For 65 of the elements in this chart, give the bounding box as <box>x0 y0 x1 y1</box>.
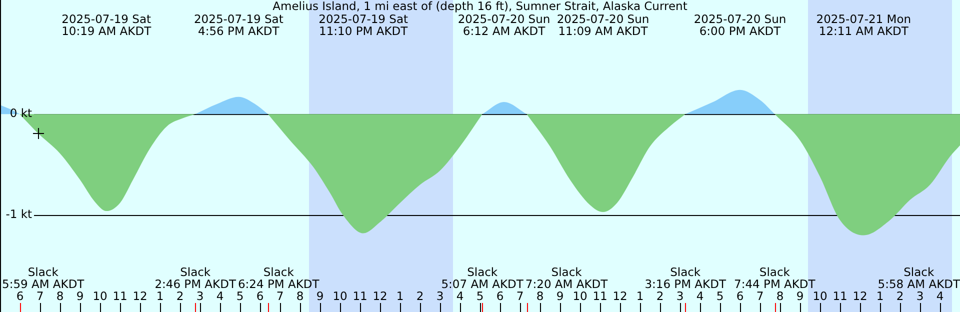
x-tick-label: 10 <box>332 288 348 303</box>
ref-line-label: Slack 7:44 PM AKDT <box>734 264 816 291</box>
ref-line-label: Slack 3:16 PM AKDT <box>644 264 727 291</box>
x-tick-label: 4 <box>456 288 464 303</box>
x-tick-label: 2 <box>176 288 184 303</box>
x-tick-label: 6 <box>16 288 24 303</box>
x-tick-label: 4 <box>936 288 944 303</box>
x-tick-label: 3 <box>196 288 204 303</box>
x-tick-label: 2 <box>656 288 664 303</box>
x-tick-label: 9 <box>316 288 324 303</box>
x-tick-label: 9 <box>556 288 564 303</box>
ref-line-label: Slack 5:59 AM AKDT <box>2 264 86 291</box>
x-tick-label: 1 <box>156 288 164 303</box>
x-tick-label: 1 <box>396 288 404 303</box>
x-tick-label: 5 <box>476 288 484 303</box>
x-tick-label: 12 <box>132 288 148 303</box>
x-tick-label: 4 <box>216 288 224 303</box>
ref-line-label: Slack 2:46 PM AKDT <box>154 264 237 291</box>
x-tick-label: 6 <box>256 288 264 303</box>
x-tick-label: 3 <box>916 288 924 303</box>
ref-line-label: Slack 7:20 AM AKDT <box>525 264 609 291</box>
annotation: 2025-07-20 Sun 6:12 AM AKDT <box>458 12 550 38</box>
x-tick-label: 10 <box>92 288 108 303</box>
x-tick-label: 12 <box>852 288 868 303</box>
x-tick-label: 3 <box>676 288 684 303</box>
x-tick-label: 11 <box>352 288 368 303</box>
x-tick-label: 8 <box>536 288 544 303</box>
x-tick-label: 3 <box>436 288 444 303</box>
x-tick-label: 9 <box>76 288 84 303</box>
x-tick-label: 11 <box>112 288 128 303</box>
x-tick-label: 4 <box>696 288 704 303</box>
x-tick-label: 8 <box>776 288 784 303</box>
x-tick-label: 7 <box>516 288 524 303</box>
ref-line-label: Slack 5:07 AM AKDT <box>441 264 524 291</box>
x-tick-label: 8 <box>56 288 64 303</box>
x-tick-label: 10 <box>812 288 828 303</box>
x-tick-label: 7 <box>756 288 764 303</box>
annotation: 2025-07-20 Sun 11:09 AM AKDT <box>556 12 650 38</box>
annotation: 2025-07-19 Sat 11:10 PM AKDT <box>318 12 409 38</box>
annotation: 2025-07-21 Mon 12:11 AM AKDT <box>816 12 912 38</box>
x-tick-label: 5 <box>236 288 244 303</box>
x-tick-label: 9 <box>796 288 804 303</box>
ref-line-label: Slack 6:24 PM AKDT <box>238 264 320 291</box>
annotation: 2025-07-20 Sun 6:00 PM AKDT <box>694 12 786 38</box>
x-tick-label: 7 <box>36 288 44 303</box>
x-tick-label: 2 <box>416 288 424 303</box>
x-tick-label: 6 <box>736 288 744 303</box>
x-tick-label: 2 <box>896 288 904 303</box>
x-tick-label: 6 <box>496 288 504 303</box>
y-tick-label: -1 kt <box>6 207 32 222</box>
x-tick-label: 11 <box>592 288 608 303</box>
annotation: 2025-07-19 Sat 4:56 PM AKDT <box>194 12 284 38</box>
annotation: Slack 5:58 AM AKDT <box>878 264 960 291</box>
x-tick-label: 12 <box>372 288 388 303</box>
annotation: 2025-07-19 Sat 10:19 AM AKDT <box>62 12 152 38</box>
x-tick-label: 5 <box>716 288 724 303</box>
x-tick-label: 10 <box>572 288 588 303</box>
y-tick-label: 0 kt <box>10 106 32 120</box>
x-tick-label: 12 <box>612 288 628 303</box>
chart-title: Amelius Island, 1 mi east of (depth 16 ft), Sumner Strait, Alaska Current <box>272 0 688 13</box>
x-tick-label: 1 <box>636 288 644 303</box>
x-tick-label: 11 <box>832 288 848 303</box>
x-tick-label: 1 <box>876 288 884 303</box>
x-tick-label: 7 <box>276 288 284 303</box>
x-tick-label: 8 <box>296 288 304 303</box>
